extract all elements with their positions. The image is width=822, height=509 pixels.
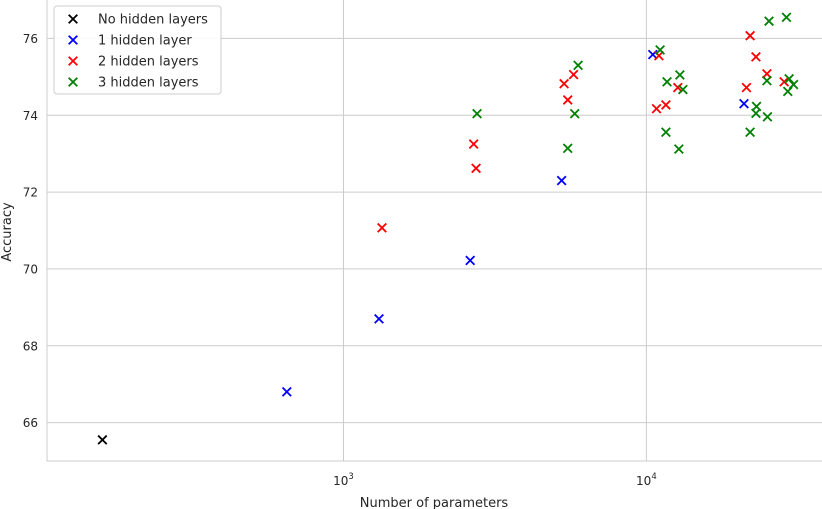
legend-marker-2: [68, 35, 78, 45]
x-tick-label: 104: [636, 472, 657, 488]
data-point-series-4: [673, 144, 684, 154]
data-point-series-4: [784, 73, 795, 84]
data-points: [97, 12, 799, 445]
data-point-series-4: [472, 108, 482, 119]
data-point-series-4: [662, 76, 672, 87]
data-point-series-4: [655, 45, 666, 55]
data-point-series-4: [751, 101, 762, 112]
y-axis-label: Accuracy: [0, 202, 15, 262]
data-point-series-2: [281, 386, 292, 397]
legend-marker-1: [68, 14, 78, 24]
legend-label-2: 1 hidden layer: [98, 34, 192, 49]
y-axis-ticks: 66 68 70 72 74 76: [23, 32, 38, 430]
grid-lines: [47, 0, 822, 461]
data-point-series-4: [764, 16, 774, 27]
x-axis-label: Number of parameters: [360, 496, 509, 509]
data-point-series-3: [562, 94, 573, 105]
legend: No hidden layers 1 hidden layer 2 hidden l…: [53, 5, 222, 95]
legend-marker-3: [68, 56, 78, 66]
y-tick-label: 68: [23, 339, 38, 353]
legend-box: [53, 5, 222, 95]
data-point-series-4: [573, 60, 584, 71]
data-point-series-3: [660, 99, 671, 110]
data-point-series-2: [465, 255, 476, 266]
data-point-series-3: [559, 78, 570, 89]
y-tick-label: 70: [23, 262, 38, 276]
data-point-series-3: [779, 76, 790, 87]
data-point-series-4: [788, 79, 799, 90]
data-point-series-4: [569, 108, 580, 119]
y-tick-label: 76: [23, 32, 38, 46]
data-point-series-4: [745, 127, 756, 138]
data-point-series-4: [674, 69, 685, 80]
data-point-series-2: [374, 313, 384, 324]
data-point-series-4: [677, 84, 688, 95]
y-tick-label: 72: [23, 186, 38, 200]
data-point-series-3: [751, 51, 761, 62]
data-point-series-4: [562, 143, 573, 154]
data-point-series-4: [660, 127, 671, 138]
y-tick-label: 66: [23, 416, 38, 430]
data-point-series-2: [739, 98, 749, 109]
data-point-series-4: [761, 75, 772, 86]
data-point-series-4: [762, 111, 773, 122]
y-tick-label: 74: [23, 109, 38, 123]
data-point-series-3: [468, 139, 479, 149]
legend-marker-4: [68, 77, 78, 87]
data-point-series-3: [377, 222, 387, 233]
axes-frame: [46, 0, 822, 462]
data-point-series-1: [97, 434, 108, 445]
data-point-series-3: [741, 82, 752, 93]
data-point-series-2: [556, 175, 567, 186]
legend-label-4: 3 hidden layers: [98, 76, 199, 91]
x-axis-ticks: 103 104: [333, 472, 657, 488]
data-point-series-3: [745, 30, 756, 41]
legend-label-1: No hidden layers: [98, 13, 208, 28]
legend-label-3: 2 hidden layers: [98, 55, 199, 70]
data-point-series-3: [651, 103, 662, 114]
x-tick-label: 103: [333, 472, 354, 488]
data-point-series-3: [568, 69, 579, 80]
data-point-series-3: [471, 163, 482, 174]
data-point-series-4: [781, 12, 792, 23]
